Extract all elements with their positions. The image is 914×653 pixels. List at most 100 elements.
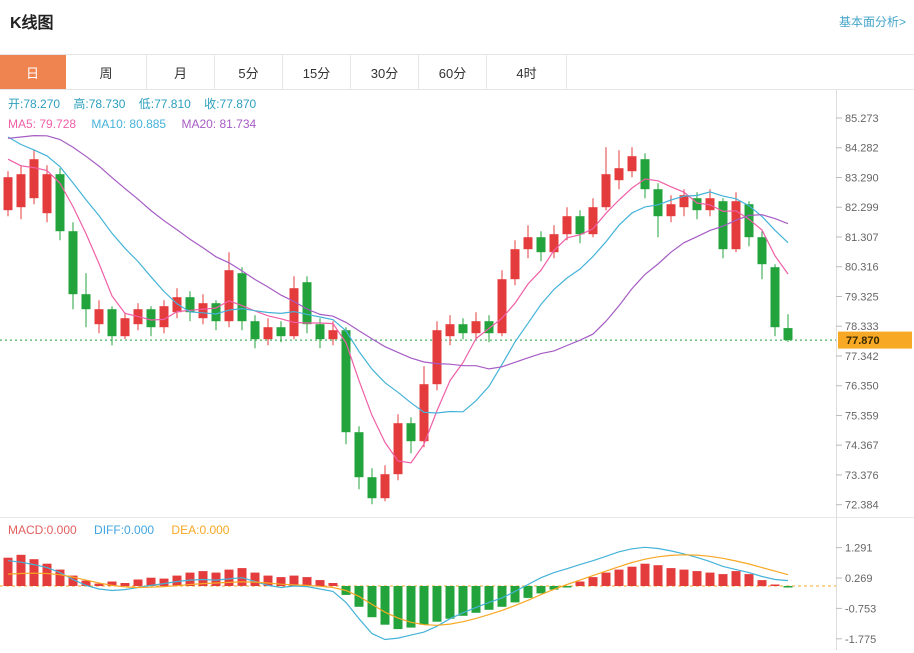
current-price-text: 77.870 [846,335,880,347]
candle-down [744,204,754,238]
candle-down [458,324,468,334]
candle-up [94,309,104,325]
macd-axis-label: -1.775 [845,634,876,646]
fundamental-analysis-link[interactable]: 基本面分析> [838,15,906,29]
candle-down [81,294,91,310]
candle-up [510,249,520,280]
candle-down [237,273,247,322]
macd-bar-up [42,563,52,586]
macd-bar-up [640,563,650,586]
candle-up [29,159,39,199]
macd-bar-up [302,577,312,586]
macd-bar-up [120,583,130,586]
price-axis-label: 76.350 [845,381,879,393]
ma5-value: MA5: 79.728 [8,117,77,131]
candle-up [120,318,130,337]
macd-bar-down [445,586,455,619]
macd-bar-up [159,578,169,586]
kline-chart[interactable]: 85.273 84.282 83.290 82.299 81.307 80.316 79.3… [0,90,914,653]
macd-bar-up [107,581,117,586]
candle-down [692,198,702,211]
candle-down [55,174,65,232]
tab-30min[interactable]: 30分 [351,55,419,89]
diff-value: DIFF:0.000 [94,523,155,537]
candle-up [679,195,689,208]
macd-bar-up [94,583,104,586]
candle-up [263,327,273,340]
candle-down [406,423,416,442]
macd-bar-up [263,575,273,586]
macd-bar-up [770,584,780,586]
price-axis-label: 79.325 [845,291,879,303]
candle-down [783,328,793,341]
candle-up [393,423,403,475]
macd-bar-up [237,568,247,586]
macd-bar-up [289,575,299,586]
candle-down [107,309,117,337]
macd-axis-label: 0.269 [845,573,873,585]
candle-up [224,270,234,322]
price-axis-label: 74.367 [845,440,879,452]
macd-bar-down [562,586,572,588]
macd-bar-up [211,572,221,586]
candle-down [276,327,286,337]
macd-bar-up [666,568,676,586]
macd-bar-up [81,580,91,586]
price-axis-label: 75.359 [845,410,879,422]
candle-up [3,177,13,211]
macd-bar-up [68,575,78,586]
macd-bar-up [692,571,702,586]
candle-down [68,231,78,295]
candle-up [42,174,52,214]
tab-day[interactable]: 日 [0,55,66,89]
macd-bar-up [55,569,65,586]
tab-60min[interactable]: 60分 [419,55,487,89]
tab-5min[interactable]: 5分 [215,55,283,89]
candle-up [198,303,208,319]
macd-bar-up [731,571,741,586]
candle-up [601,174,611,208]
ma10-line [7,136,789,414]
candle-up [731,201,741,250]
price-axis-label: 77.342 [845,351,879,363]
dea-value: DEA:0.000 [171,523,230,537]
close-value: 收:77.870 [204,97,257,111]
candle-down [185,297,195,313]
price-axis-label: 73.376 [845,470,879,482]
current-price-tag [838,331,912,349]
macd-bar-up [198,571,208,586]
ma20-value: MA20: 81.734 [181,117,257,131]
price-axis-label: 84.282 [845,143,879,155]
ma20-line [7,134,789,370]
period-tabs: 日 周 月 5分 15分 30分 60分 4时 [0,54,914,90]
candle-down [367,477,377,499]
candle-down [315,324,325,340]
tab-week[interactable]: 周 [66,55,147,89]
macd-bar-up [315,580,325,587]
candle-up [328,330,338,340]
macd-bar-down [536,586,546,594]
macd-bar-down [510,586,520,603]
tab-month[interactable]: 月 [147,55,215,89]
candle-down [653,189,663,217]
candle-down [575,216,585,235]
macd-bar-up [705,572,715,586]
candle-up [497,279,507,334]
tab-4hour[interactable]: 4时 [487,55,567,89]
macd-bar-up [627,566,637,586]
macd-bar-down [484,586,494,610]
tab-15min[interactable]: 15分 [283,55,351,89]
macd-bar-up [185,572,195,586]
candle-down [536,237,546,253]
candle-up [523,237,533,250]
macd-bar-up [172,575,182,586]
candle-down [354,432,364,478]
macd-bar-down [458,586,468,616]
candle-down [250,321,260,340]
candle-up [588,207,598,235]
high-value: 高:78.730 [73,97,126,111]
candle-down [757,237,767,265]
candle-down [770,267,780,328]
macd-bar-up [224,569,234,586]
